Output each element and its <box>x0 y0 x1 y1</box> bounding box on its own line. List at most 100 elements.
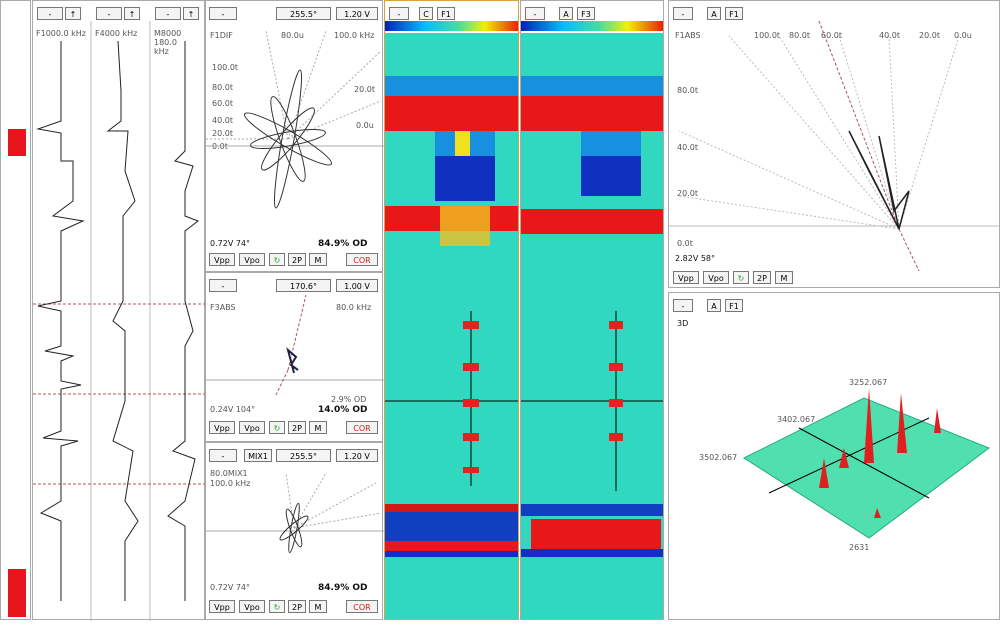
scale: 0.0t <box>677 239 693 248</box>
button[interactable]: 2P <box>288 253 306 266</box>
scale: 80.0t <box>212 83 233 92</box>
button[interactable]: M <box>775 271 793 284</box>
depth: 84.9% OD <box>318 239 368 249</box>
lissajous-panel: - 255.5° 1.20 V F1DIF 80.0u 100.0 kHz 10… <box>205 0 384 272</box>
channel-label: F1000.0 kHz <box>36 29 86 38</box>
button[interactable]: ↑ <box>65 7 81 20</box>
lissajous-plot <box>206 30 384 209</box>
channel-label: M8000 180.0 kHz <box>154 29 182 56</box>
scale: 40.0t <box>677 143 698 152</box>
mode[interactable]: A <box>707 299 721 312</box>
button[interactable]: - <box>96 7 122 20</box>
mode[interactable]: MIX1 <box>244 449 272 462</box>
channel: 80.0MIX1 <box>210 469 248 478</box>
button[interactable]: Vpp <box>209 421 235 434</box>
lissajous-panel: - A F1 F1ABS 100.0t 80.0t 60.0t 40.0t 20… <box>668 0 1000 288</box>
channel: F1DIF <box>210 31 233 40</box>
button[interactable]: - <box>37 7 63 20</box>
button[interactable]: - <box>209 279 237 292</box>
rotation[interactable]: 255.5° <box>276 449 331 462</box>
span[interactable]: 1.20 V <box>336 449 378 462</box>
button[interactable]: Vpp <box>209 253 235 266</box>
button[interactable]: - <box>673 299 693 312</box>
scale: 20.0t <box>212 129 233 138</box>
channel[interactable]: F3 <box>577 7 595 20</box>
button[interactable]: ↻ <box>269 600 285 613</box>
channel: F1ABS <box>675 31 701 40</box>
button[interactable]: M <box>309 421 327 434</box>
button[interactable]: Vpp <box>209 600 235 613</box>
button[interactable]: Vpo <box>239 600 265 613</box>
button[interactable]: Vpo <box>239 253 265 266</box>
scale: 60.0t <box>821 31 842 40</box>
button[interactable]: COR <box>346 421 378 434</box>
cscan-map <box>385 21 518 619</box>
cscan-map <box>521 21 663 619</box>
status-bar <box>0 0 31 620</box>
span[interactable]: 1.00 V <box>336 279 378 292</box>
button[interactable]: COR <box>346 253 378 266</box>
freq: 100.0 kHz <box>210 479 251 488</box>
button[interactable]: ↻ <box>269 253 285 266</box>
three-d-plot <box>742 388 991 539</box>
cscan-panel: - C F1 <box>384 0 519 620</box>
depth-extra: 2.9% OD <box>331 395 367 404</box>
scale: 80.0t <box>677 86 698 95</box>
scale: 20.0t <box>919 31 940 40</box>
channel-label: F4000 kHz <box>95 29 138 38</box>
button[interactable]: Vpo <box>239 421 265 434</box>
axis-label: 3252.067 <box>849 378 888 387</box>
rotation[interactable]: 170.6° <box>276 279 331 292</box>
button[interactable]: 2P <box>288 600 306 613</box>
lissajous-plot <box>206 473 384 554</box>
button[interactable]: F1 <box>725 7 743 20</box>
button[interactable]: - <box>389 7 409 20</box>
button[interactable]: - <box>673 7 693 20</box>
button[interactable]: M <box>309 253 327 266</box>
cscan-panel: - A F3 <box>520 0 664 620</box>
axis-label: 3402.067 <box>777 415 816 424</box>
lissajous-panel: - 170.6° 1.00 V F3ABS 80.0 kHz 2.9% OD 0… <box>205 272 384 442</box>
button[interactable]: ↻ <box>269 421 285 434</box>
button[interactable]: Vpo <box>703 271 729 284</box>
channel[interactable]: F1 <box>437 7 455 20</box>
rotation[interactable]: 255.5° <box>276 7 331 20</box>
channel[interactable]: F1 <box>725 299 743 312</box>
button[interactable]: - <box>209 7 237 20</box>
button[interactable]: ↻ <box>733 271 749 284</box>
title: 3D <box>677 319 689 328</box>
mode[interactable]: C <box>419 7 433 20</box>
depth: 14.0% OD <box>318 405 368 415</box>
scale: 20.0t <box>677 189 698 198</box>
scale: 60.0t <box>212 99 233 108</box>
reading: 0.24V 104° <box>210 405 256 414</box>
depth: 84.9% OD <box>318 583 368 593</box>
button[interactable]: - <box>209 449 237 462</box>
three-d-panel: - A F1 3D 3252.067 3402.067 3502.067 263… <box>668 292 1000 620</box>
button[interactable]: ↑ <box>124 7 140 20</box>
button[interactable]: A <box>707 7 721 20</box>
channel: F3ABS <box>210 303 236 312</box>
button[interactable]: COR <box>346 600 378 613</box>
scale: 100.0t <box>212 63 239 72</box>
button[interactable]: Vpp <box>673 271 699 284</box>
strip-traces <box>33 21 206 621</box>
axis-label: 2631 <box>849 543 870 552</box>
scale: 80.0t <box>789 31 810 40</box>
scale: 20.0t <box>354 85 375 94</box>
alarm <box>8 129 26 156</box>
button[interactable]: 2P <box>288 421 306 434</box>
span[interactable]: 1.20 V <box>336 7 378 20</box>
button[interactable]: - <box>155 7 181 20</box>
reading: 0.72V 74° <box>210 583 251 592</box>
strip-panel: - ↑ - ↑ - ↑ F1000.0 kHz F4000 kHz M8000 … <box>32 0 206 621</box>
mode[interactable]: A <box>559 7 573 20</box>
lissajous-panel: - MIX1 255.5° 1.20 V 80.0MIX1 100.0 kHz … <box>205 442 384 620</box>
scale: 0.0u <box>356 121 374 130</box>
lissajous-plot <box>206 295 384 395</box>
button[interactable]: - <box>525 7 545 20</box>
button[interactable]: M <box>309 600 327 613</box>
button[interactable]: ↑ <box>183 7 199 20</box>
button[interactable]: 2P <box>753 271 771 284</box>
